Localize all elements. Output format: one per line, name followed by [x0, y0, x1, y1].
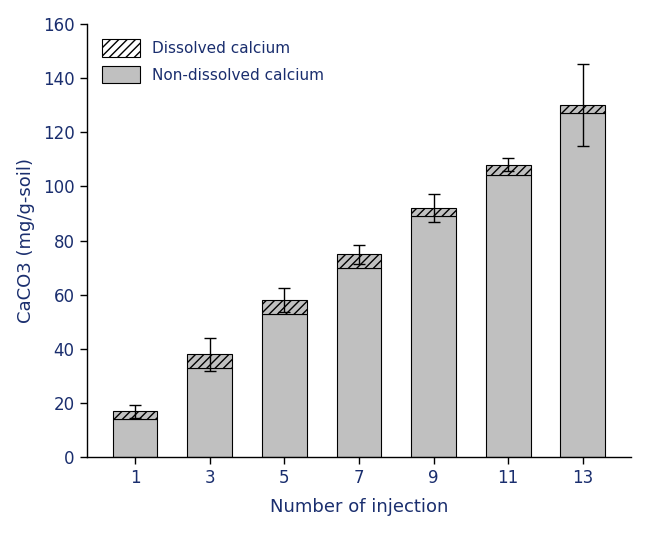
Y-axis label: CaCO3 (mg/g-soil): CaCO3 (mg/g-soil)	[17, 158, 34, 323]
Bar	[411, 208, 456, 216]
Bar	[262, 314, 307, 457]
Bar	[262, 300, 307, 314]
Bar	[486, 175, 531, 457]
Bar	[411, 216, 456, 457]
Bar	[113, 411, 157, 419]
Bar	[561, 105, 605, 113]
Bar	[187, 354, 232, 368]
Bar	[336, 254, 381, 268]
Bar	[336, 268, 381, 457]
Legend: Dissolved calcium, Non-dissolved calcium: Dissolved calcium, Non-dissolved calcium	[94, 31, 332, 91]
Bar	[113, 419, 157, 457]
Bar	[486, 165, 531, 175]
X-axis label: Number of injection: Number of injection	[270, 498, 448, 516]
Bar	[561, 113, 605, 457]
Bar	[187, 368, 232, 457]
